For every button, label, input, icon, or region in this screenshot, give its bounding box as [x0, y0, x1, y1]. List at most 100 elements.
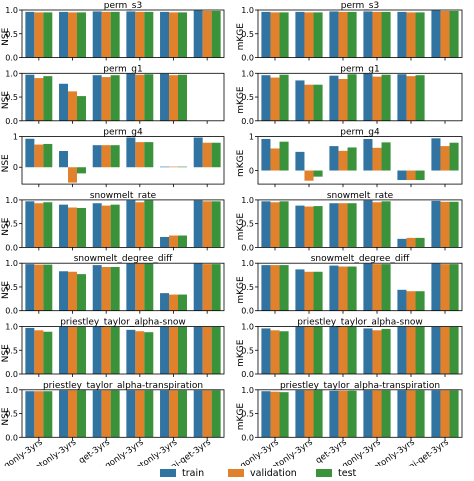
- panel-title: priestley_taylor_alpha-snow: [297, 318, 423, 328]
- bar-test-mi-etonly-3yrs: [177, 326, 187, 374]
- bar-validation-qonly-3yrs: [34, 78, 44, 121]
- bar-validation-mi-qonly-3yrs: [135, 202, 145, 248]
- bar-test-qonly-3yrs: [43, 391, 53, 438]
- bar-test-etonly-3yrs: [76, 96, 86, 121]
- y-tick-label: 0.5: [5, 220, 18, 229]
- bar-train-mi-etonly-3yrs: [397, 326, 407, 374]
- bar-train-mi-qonly-3yrs: [363, 138, 373, 171]
- bar-test-qonly-3yrs: [279, 74, 289, 121]
- bar-train-mi-qet-3yrs: [193, 10, 203, 58]
- bar-train-etonly-3yrs: [295, 269, 305, 311]
- y-tick-label: 0.5: [241, 93, 254, 102]
- y-axis-label: NSE: [1, 27, 11, 45]
- bar-train-qonly-3yrs: [25, 327, 35, 374]
- bar-test-qet-3yrs: [110, 390, 120, 438]
- bar-validation-etonly-3yrs: [304, 206, 314, 248]
- bar-test-mi-qet-3yrs: [211, 264, 221, 311]
- bar-test-mi-qet-3yrs: [449, 264, 459, 311]
- bar-test-qonly-3yrs: [279, 201, 289, 248]
- bar-test-mi-qonly-3yrs: [381, 142, 391, 171]
- bar-train-mi-qonly-3yrs: [363, 390, 373, 438]
- bar-validation-mi-qet-3yrs: [202, 390, 212, 438]
- bar-validation-qet-3yrs: [338, 266, 348, 311]
- bar-validation-qonly-3yrs: [270, 148, 280, 171]
- bar-validation-mi-qonly-3yrs: [135, 11, 145, 58]
- bar-train-qonly-3yrs: [25, 11, 35, 58]
- bar-test-mi-qonly-3yrs: [144, 263, 154, 311]
- bar-train-qonly-3yrs: [25, 74, 35, 121]
- bar-train-qet-3yrs: [329, 203, 339, 248]
- bar-validation-qonly-3yrs: [270, 330, 280, 374]
- y-tick-label: 1.0: [241, 69, 254, 78]
- bar-validation-qet-3yrs: [101, 326, 111, 374]
- bar-test-qet-3yrs: [347, 203, 357, 248]
- bar-train-qet-3yrs: [92, 326, 102, 374]
- bar-test-etonly-3yrs: [313, 84, 323, 121]
- bar-test-mi-etonly-3yrs: [177, 235, 187, 248]
- bar-test-qet-3yrs: [347, 390, 357, 438]
- bar-train-mi-qet-3yrs: [193, 326, 203, 374]
- bar-test-mi-qonly-3yrs: [144, 390, 154, 438]
- bar-test-qonly-3yrs: [279, 12, 289, 58]
- y-tick-label: 1.0: [241, 323, 254, 332]
- bar-validation-qet-3yrs: [101, 390, 111, 438]
- bar-validation-etonly-3yrs: [304, 12, 314, 58]
- bar-test-etonly-3yrs: [76, 167, 86, 174]
- bar-test-mi-qet-3yrs: [211, 201, 221, 248]
- bar-train-mi-etonly-3yrs: [397, 11, 407, 58]
- bar-test-etonly-3yrs: [313, 170, 323, 177]
- bar-train-qonly-3yrs: [261, 11, 271, 58]
- bar-validation-mi-etonly-3yrs: [169, 166, 178, 168]
- y-axis-label: mKGE: [236, 403, 246, 431]
- bar-validation-qet-3yrs: [338, 150, 348, 171]
- bar-test-mi-qet-3yrs: [449, 201, 459, 248]
- bar-validation-mi-qet-3yrs: [440, 201, 450, 248]
- bar-test-mi-etonly-3yrs: [415, 237, 425, 248]
- y-tick-label: 0.0: [241, 117, 254, 126]
- bar-train-mi-qet-3yrs: [193, 263, 203, 311]
- bar-train-mi-qonly-3yrs: [363, 11, 373, 58]
- y-tick-label: 0.0: [5, 307, 18, 316]
- y-tick-label: 0.5: [5, 30, 18, 39]
- bar-test-etonly-3yrs: [313, 271, 323, 311]
- bar-test-qet-3yrs: [110, 204, 120, 248]
- bar-train-mi-qet-3yrs: [193, 390, 203, 438]
- bar-validation-qonly-3yrs: [34, 144, 44, 168]
- bar-test-mi-qet-3yrs: [449, 10, 459, 58]
- y-tick-label: 1.0: [5, 69, 18, 78]
- bar-validation-qonly-3yrs: [34, 203, 44, 248]
- bar-validation-mi-etonly-3yrs: [169, 294, 178, 311]
- bar-validation-etonly-3yrs: [68, 271, 77, 311]
- bar-train-mi-etonly-3yrs: [397, 289, 407, 311]
- bar-test-mi-etonly-3yrs: [415, 390, 425, 438]
- bar-train-qonly-3yrs: [261, 138, 271, 171]
- y-tick-label: 1: [249, 133, 254, 142]
- bar-validation-mi-qonly-3yrs: [135, 331, 145, 374]
- bar-train-mi-qonly-3yrs: [126, 137, 136, 168]
- bar-validation-qet-3yrs: [338, 390, 348, 438]
- bar-test-mi-etonly-3yrs: [177, 12, 187, 58]
- bar-validation-mi-etonly-3yrs: [406, 170, 416, 181]
- bar-validation-qet-3yrs: [101, 11, 111, 58]
- bar-test-mi-qonly-3yrs: [381, 201, 391, 248]
- bar-test-mi-etonly-3yrs: [177, 390, 187, 438]
- bar-validation-etonly-3yrs: [304, 390, 314, 438]
- bar-test-qonly-3yrs: [279, 392, 289, 438]
- y-tick-label: 0.5: [5, 346, 18, 355]
- bar-train-mi-qet-3yrs: [193, 137, 203, 168]
- bar-validation-mi-qet-3yrs: [440, 264, 450, 311]
- bar-train-qonly-3yrs: [261, 201, 271, 248]
- bar-train-mi-etonly-3yrs: [160, 11, 170, 58]
- bar-test-qet-3yrs: [110, 326, 120, 374]
- bar-train-etonly-3yrs: [59, 204, 69, 248]
- bar-train-mi-qonly-3yrs: [126, 73, 136, 121]
- y-tick-label: 0.5: [5, 410, 18, 419]
- bar-train-qet-3yrs: [329, 265, 339, 311]
- bar-validation-mi-qonly-3yrs: [135, 74, 145, 121]
- panel-title: snowmelt_degree_diff: [311, 254, 410, 264]
- bar-validation-mi-qet-3yrs: [440, 326, 450, 374]
- bar-test-mi-qet-3yrs: [211, 10, 221, 58]
- bar-test-mi-qet-3yrs: [449, 390, 459, 438]
- y-tick-label: 0.0: [241, 307, 254, 316]
